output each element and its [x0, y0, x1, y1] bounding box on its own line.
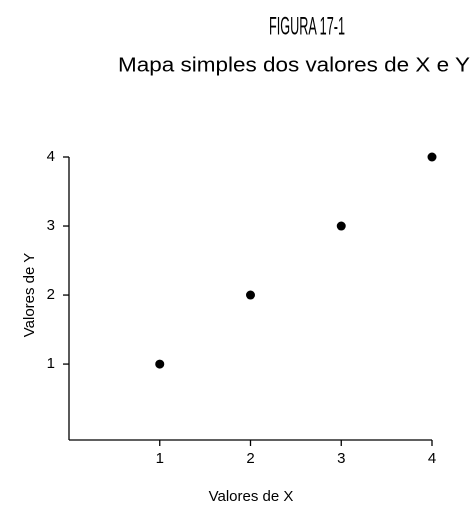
y-tick-label: 3	[47, 217, 55, 234]
x-tick-label: 4	[428, 450, 436, 467]
y-tick-label: 1	[47, 355, 55, 372]
point	[427, 152, 437, 162]
y-tick-label: 2	[47, 286, 55, 303]
x-tick-label: 1	[156, 450, 164, 467]
y-tick-label: 4	[47, 148, 55, 165]
point	[155, 359, 165, 369]
point	[246, 290, 255, 300]
x-tick-label: 3	[337, 450, 345, 467]
chart-subtitle: Mapa simples dos valores de X e Y	[118, 54, 470, 76]
point	[336, 221, 346, 231]
chart-title: FIGURA 17-1	[269, 13, 345, 41]
y-axis-label: Valores de Y	[21, 253, 38, 338]
x-axis-label: Valores de X	[209, 488, 294, 505]
x-tick-label: 2	[246, 450, 254, 467]
